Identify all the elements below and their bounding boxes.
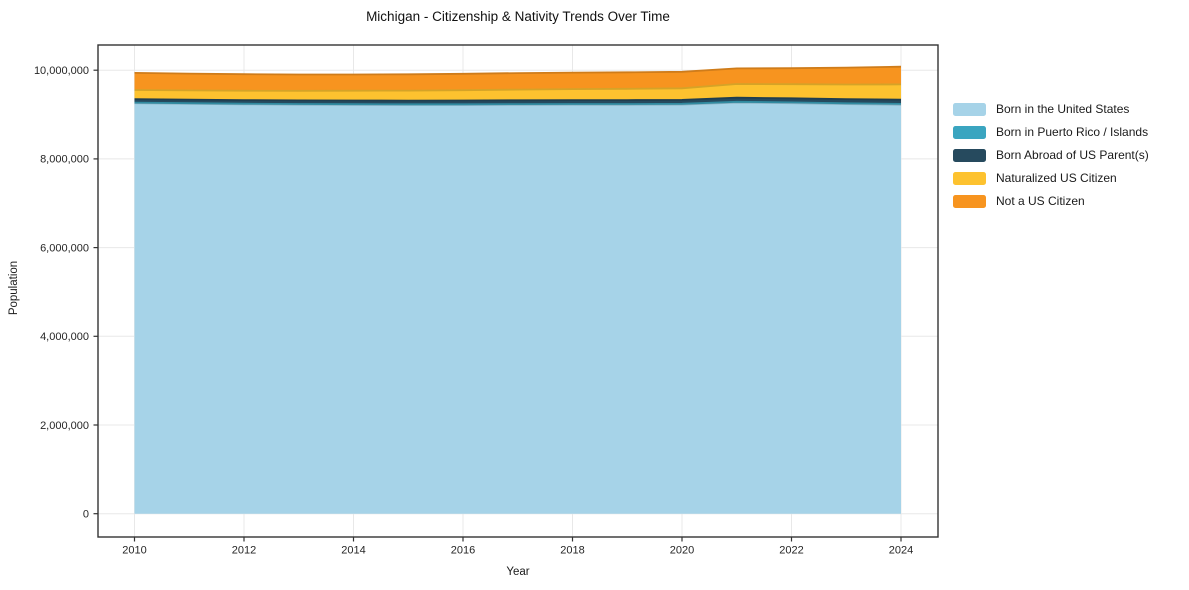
x-tick-label: 2022 — [779, 545, 803, 557]
plot-border — [97, 44, 939, 538]
x-tick-label: 2012 — [232, 545, 256, 557]
area-edge-lines — [134, 65, 902, 106]
area-born-in-the-united-states — [134, 102, 901, 514]
y-tick-label: 10,000,000 — [34, 65, 89, 77]
area-edge-born-abroad-of-us-parent-s — [134, 96, 902, 102]
chart-title: Michigan - Citizenship & Nativity Trends… — [366, 9, 670, 24]
x-tick-label: 2014 — [341, 545, 365, 557]
x-tick-label: 2024 — [889, 545, 913, 557]
area-edge-naturalized-us-citizen — [134, 83, 902, 92]
legend-label: Born Abroad of US Parent(s) — [996, 148, 1149, 162]
area-edge-born-in-puerto-rico-islands — [134, 100, 902, 106]
legend-swatch-icon — [953, 103, 986, 116]
y-tick-label: 4,000,000 — [40, 331, 89, 343]
x-tick-label: 2020 — [670, 545, 694, 557]
legend-item-naturalized-us-citizen: Naturalized US Citizen — [953, 172, 1149, 185]
y-axis-title: Population — [8, 260, 20, 316]
legend-swatch-icon — [953, 172, 986, 185]
legend: Born in the United States Born in Puerto … — [953, 103, 1149, 218]
legend-swatch-icon — [953, 195, 986, 208]
x-tick-label: 2018 — [560, 545, 584, 557]
y-tick-label: 6,000,000 — [40, 242, 89, 254]
x-tick-label: 2016 — [451, 545, 475, 557]
legend-label: Born in the United States — [996, 102, 1130, 116]
x-axis-title: Year — [506, 566, 530, 578]
legend-item-born-in-puerto-rico-islands: Born in Puerto Rico / Islands — [953, 126, 1149, 139]
legend-swatch-icon — [953, 149, 986, 162]
x-tick-label: 2010 — [122, 545, 146, 557]
legend-label: Not a US Citizen — [996, 194, 1085, 208]
legend-label: Born in Puerto Rico / Islands — [996, 125, 1149, 139]
legend-item-not-a-us-citizen: Not a US Citizen — [953, 195, 1149, 208]
area-not-a-us-citizen — [134, 66, 901, 91]
legend-item-born-abroad-of-us-parent-s: Born Abroad of US Parent(s) — [953, 149, 1149, 162]
legend-item-born-in-the-united-states: Born in the United States — [953, 103, 1149, 116]
y-tick-label: 0 — [83, 509, 89, 521]
area-edge-not-a-us-citizen — [134, 65, 902, 76]
y-tick-label: 2,000,000 — [40, 420, 89, 432]
stacked-areas — [134, 66, 901, 514]
legend-swatch-icon — [953, 126, 986, 139]
legend-label: Naturalized US Citizen — [996, 171, 1117, 185]
area-naturalized-us-citizen — [134, 84, 901, 101]
axis-ticks — [93, 69, 902, 542]
y-tick-label: 8,000,000 — [40, 154, 89, 166]
